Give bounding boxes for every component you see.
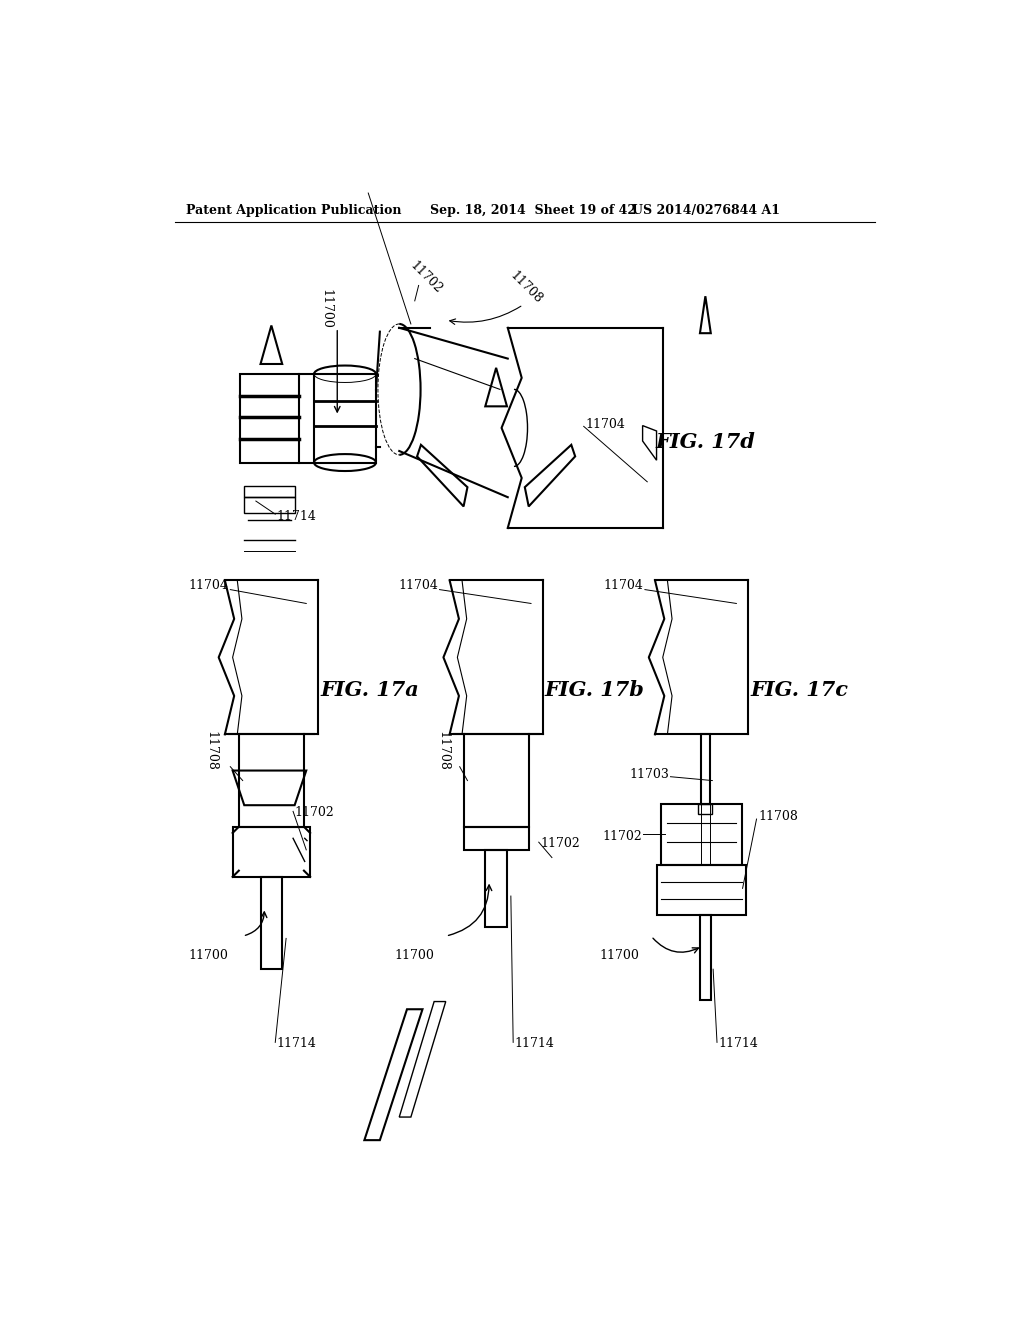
- Text: US 2014/0276844 A1: US 2014/0276844 A1: [632, 205, 779, 218]
- Text: 11714: 11714: [276, 1038, 316, 1051]
- Text: 11704: 11704: [398, 579, 438, 593]
- Bar: [239, 734, 304, 826]
- Text: 11714: 11714: [276, 510, 316, 523]
- Text: 11700: 11700: [600, 949, 640, 962]
- Text: FIG. 17c: FIG. 17c: [751, 680, 848, 700]
- Bar: [241, 374, 299, 462]
- Text: Patent Application Publication: Patent Application Publication: [186, 205, 401, 218]
- Text: 11708: 11708: [436, 731, 450, 771]
- Text: 11708: 11708: [758, 810, 798, 824]
- Text: FIG. 17d: FIG. 17d: [655, 432, 755, 451]
- Text: 11702: 11702: [407, 259, 444, 297]
- Bar: [485, 850, 507, 927]
- Text: 11702: 11702: [295, 807, 335, 820]
- Bar: [232, 826, 310, 876]
- Text: 11708: 11708: [204, 731, 217, 771]
- Text: FIG. 17b: FIG. 17b: [545, 680, 645, 700]
- Bar: [656, 866, 746, 915]
- Text: 11702: 11702: [602, 829, 642, 842]
- Bar: [700, 734, 710, 804]
- Text: 11700: 11700: [319, 289, 332, 329]
- Text: 11714: 11714: [719, 1038, 759, 1051]
- Text: 11704: 11704: [603, 579, 643, 593]
- Bar: [245, 486, 295, 498]
- Text: FIG. 17a: FIG. 17a: [321, 680, 419, 700]
- Text: 11702: 11702: [541, 837, 580, 850]
- Text: 11708: 11708: [508, 269, 545, 306]
- Text: 11700: 11700: [394, 949, 434, 962]
- Text: Sep. 18, 2014  Sheet 19 of 42: Sep. 18, 2014 Sheet 19 of 42: [430, 205, 636, 218]
- Text: 11704: 11704: [586, 417, 625, 430]
- Bar: [464, 734, 528, 826]
- Text: 11703: 11703: [629, 768, 669, 781]
- Bar: [698, 804, 713, 814]
- Text: 11704: 11704: [188, 579, 228, 593]
- Bar: [260, 876, 283, 969]
- Bar: [662, 804, 741, 866]
- Bar: [314, 374, 376, 462]
- Text: 11714: 11714: [515, 1038, 555, 1051]
- Text: 11700: 11700: [188, 949, 228, 962]
- Bar: [700, 915, 711, 1001]
- Bar: [464, 826, 528, 850]
- Bar: [245, 498, 295, 512]
